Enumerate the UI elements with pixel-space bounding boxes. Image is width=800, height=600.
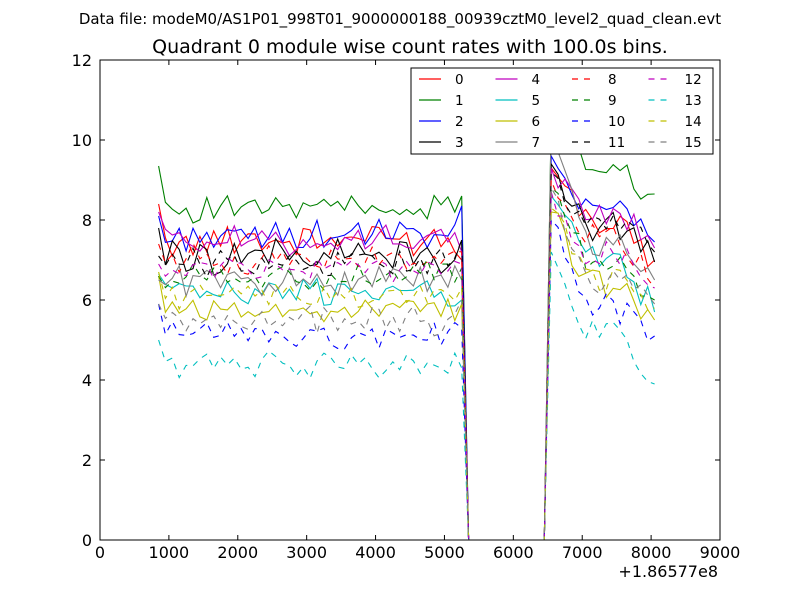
legend-label-4: 4 <box>532 72 541 88</box>
legend-box <box>410 67 714 155</box>
y-tick-label: 12 <box>72 51 92 70</box>
legend-label-14: 14 <box>685 114 702 130</box>
legend-label-13: 13 <box>685 93 702 109</box>
x-tick-label: 3000 <box>286 543 327 562</box>
legend-label-7: 7 <box>532 135 541 151</box>
legend-label-3: 3 <box>455 135 464 151</box>
legend-label-15: 15 <box>685 135 702 151</box>
legend-label-12: 12 <box>685 72 702 88</box>
legend-label-11: 11 <box>608 135 625 151</box>
chart-suptitle: Data file: modeM0/AS1P01_998T01_90000001… <box>79 10 721 29</box>
series-line-13 <box>158 251 655 541</box>
series-line-12 <box>158 191 655 541</box>
x-tick-label: 9000 <box>700 543 741 562</box>
y-tick-label: 4 <box>82 371 92 390</box>
series-line-1 <box>158 117 655 541</box>
x-axis-offset-label: +1.86577e8 <box>618 562 718 581</box>
series-line-14 <box>158 206 655 541</box>
plot-lines <box>158 117 656 541</box>
series-line-5 <box>158 194 656 541</box>
legend-label-0: 0 <box>455 72 464 88</box>
series-line-8 <box>158 179 656 541</box>
series-line-11 <box>158 170 656 541</box>
series-line-7 <box>158 119 656 541</box>
x-tick-label: 4000 <box>355 543 396 562</box>
series-line-6 <box>158 211 656 541</box>
series-line-9 <box>158 186 655 541</box>
series-line-4 <box>158 167 656 541</box>
x-tick-label: 1000 <box>149 543 190 562</box>
x-tick-label: 8000 <box>631 543 672 562</box>
legend-label-6: 6 <box>532 114 541 130</box>
x-tick-label: 0 <box>95 543 105 562</box>
series-line-15 <box>158 186 656 541</box>
legend-label-10: 10 <box>608 114 625 130</box>
x-tick-label: 6000 <box>493 543 534 562</box>
y-tick-label: 6 <box>82 291 92 310</box>
series-line-10 <box>158 218 655 541</box>
chart-title: Quadrant 0 module wise count rates with … <box>152 36 668 58</box>
series-line-2 <box>158 153 655 541</box>
legend-label-9: 9 <box>608 93 617 109</box>
legend-label-5: 5 <box>532 93 541 109</box>
legend-label-1: 1 <box>455 93 464 109</box>
y-tick-label: 2 <box>82 451 92 470</box>
y-tick-label: 10 <box>72 131 92 150</box>
x-tick-label: 7000 <box>562 543 603 562</box>
legend-label-2: 2 <box>455 114 464 130</box>
y-tick-label: 8 <box>82 211 92 230</box>
axis-ticks: 0 1000 2000 3000 4000 5000 6000 7000 8000 9000 0 2 4… <box>72 51 741 562</box>
x-tick-label: 2000 <box>217 543 258 562</box>
y-tick-label: 0 <box>82 531 92 550</box>
series-line-0 <box>158 166 655 541</box>
legend-label-8: 8 <box>608 72 617 88</box>
x-tick-label: 5000 <box>424 543 465 562</box>
